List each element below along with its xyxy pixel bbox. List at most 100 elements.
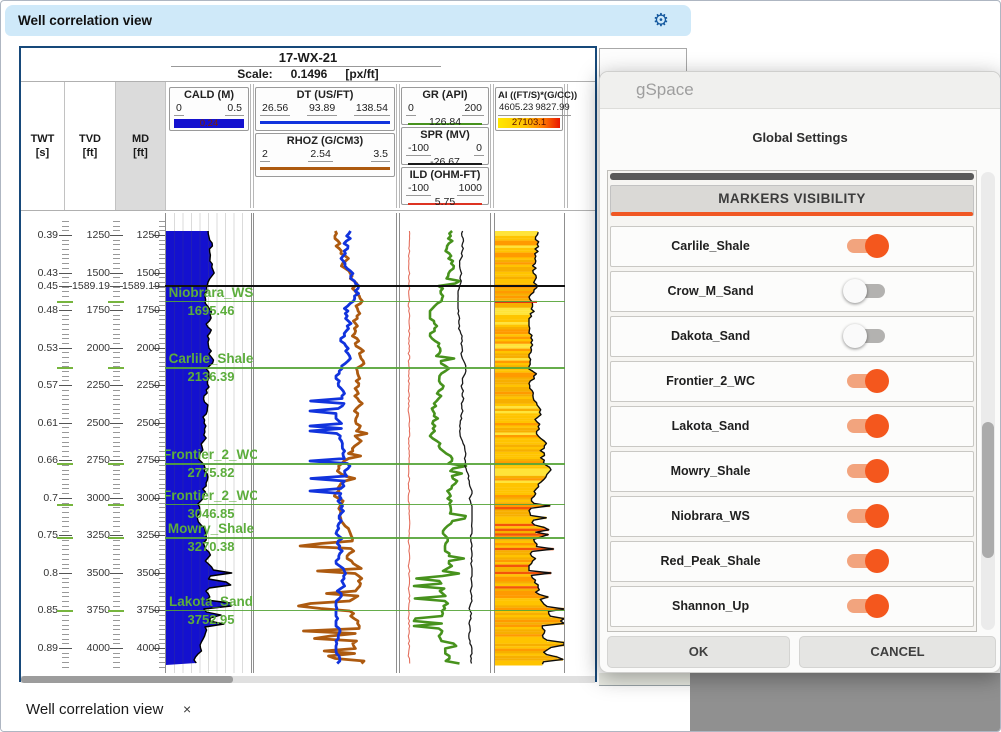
- twt-tick-label: 0.48: [37, 304, 58, 317]
- depth-tick: [61, 328, 69, 330]
- depth-tick: [159, 225, 166, 227]
- list-horizontal-scrollbar[interactable]: [610, 173, 974, 180]
- depth-tick: [153, 385, 166, 387]
- depth-tick: [112, 516, 120, 518]
- rhoz-color-line: [260, 167, 390, 170]
- toggle-Dakota_Sand[interactable]: [843, 324, 889, 348]
- tvd-label: TVD: [79, 133, 101, 145]
- toggle-Carlile_Shale[interactable]: [843, 234, 889, 258]
- depth-tick: [61, 586, 69, 588]
- depth-tick: [112, 305, 120, 307]
- settings-gear-icon[interactable]: ⚙: [652, 10, 669, 30]
- toggle-Red_Peak_Shale[interactable]: [843, 549, 889, 573]
- toggle-knob: [865, 504, 889, 528]
- depth-tick: [61, 319, 69, 321]
- marker-tick: [108, 300, 124, 303]
- depth-tick: [159, 249, 166, 251]
- depth-tick: [109, 535, 123, 537]
- horizontal-scrollbar-thumb[interactable]: [21, 676, 233, 683]
- vertical-scrollbar-thumb[interactable]: [982, 422, 994, 558]
- depth-tick: [61, 638, 69, 640]
- depth-tick: [61, 239, 69, 241]
- depth-tick: [112, 638, 120, 640]
- depth-tick: [61, 314, 69, 316]
- depth-tick: [159, 324, 166, 326]
- depth-tick: [159, 652, 166, 654]
- tvd-tick-label: 1500: [86, 266, 110, 279]
- depth-tick: [112, 577, 120, 579]
- toggle-knob: [843, 324, 867, 348]
- depth-tick: [159, 643, 166, 645]
- marker-row-label: Red_Peak_Shale: [660, 554, 761, 568]
- marker-row-Red_Peak_Shale[interactable]: Red_Peak_Shale: [610, 541, 974, 582]
- depth-tick: [112, 474, 120, 476]
- md-tick-label: 3750: [136, 604, 160, 617]
- md-tick-label: 2000: [136, 341, 160, 354]
- depth-tick: [61, 441, 69, 443]
- twt-tick-label: 0.61: [37, 416, 58, 429]
- depth-tick: [112, 633, 120, 635]
- depth-tick: [61, 643, 69, 645]
- ok-button[interactable]: OK: [607, 636, 790, 668]
- depth-tick: [61, 263, 69, 265]
- depth-tick: [58, 272, 72, 274]
- depth-tick: [61, 432, 69, 434]
- marker-row-Lakota_Sand[interactable]: Lakota_Sand: [610, 406, 974, 447]
- background-panel-bottom-edge: [599, 673, 690, 686]
- depth-tick: [61, 267, 69, 269]
- marker-row-Carlile_Shale[interactable]: Carlile_Shale: [610, 226, 974, 267]
- horizontal-scrollbar[interactable]: [21, 676, 595, 683]
- depth-tick: [61, 418, 69, 420]
- dialog-titlebar[interactable]: gSpace: [600, 72, 1000, 109]
- depth-tick: [61, 507, 69, 509]
- depth-tick: [112, 225, 120, 227]
- curve-header-spr[interactable]: SPR (MV) -100 0 -26.67: [401, 127, 489, 168]
- curve-header-ai[interactable]: AI ((FT/S)*(G/CC)) 4605.23 9827.99 27103.…: [495, 87, 578, 131]
- depth-tick: [159, 286, 166, 288]
- depth-tick: [61, 352, 69, 354]
- curve-header-rhoz[interactable]: RHOZ (G/CM3) 2 2.54 3.5: [255, 133, 395, 177]
- log-tracks-area[interactable]: 0.39 1250 1250 0.43 1500 1500 0.45 1589.19 1589.…: [21, 213, 595, 673]
- view-titlebar[interactable]: Well correlation view ⚙: [5, 5, 691, 36]
- depth-tick: [61, 394, 69, 396]
- toggle-Mowry_Shale[interactable]: [843, 459, 889, 483]
- depth-tick: [112, 652, 120, 654]
- depth-tick: [159, 352, 166, 354]
- depth-tick: [159, 342, 166, 344]
- tab-close-icon[interactable]: ×: [183, 701, 192, 717]
- depth-tick: [159, 446, 166, 448]
- tvd-tick-label: 3500: [86, 566, 110, 579]
- header-divider: [490, 84, 494, 208]
- curve-header-gr[interactable]: GR (API) 0 200 126.84: [401, 87, 489, 128]
- marker-tick: [108, 367, 124, 370]
- toggle-Crow_M_Sand[interactable]: [843, 279, 889, 303]
- track-cald: [165, 213, 252, 673]
- header-divider: [564, 84, 568, 208]
- marker-row-Crow_M_Sand[interactable]: Crow_M_Sand: [610, 271, 974, 312]
- marker-row-Shannon_Up[interactable]: Shannon_Up: [610, 586, 974, 627]
- depth-tick: [159, 516, 166, 518]
- marker-row-Dakota_Sand[interactable]: Dakota_Sand: [610, 316, 974, 357]
- marker-row-Niobrara_WS[interactable]: Niobrara_WS: [610, 496, 974, 537]
- depth-tick: [112, 530, 120, 532]
- ai-title: AI ((FT/S)*(G/CC)): [498, 90, 578, 101]
- global-settings-dialog: gSpace Global Settings MARKERS VISIBILIT…: [599, 71, 1000, 673]
- curve-header-ild[interactable]: ILD (OHM-FT) -100 1000 5.75: [401, 167, 489, 208]
- marker-row-Mowry_Shale[interactable]: Mowry_Shale: [610, 451, 974, 492]
- curve-header-cald[interactable]: CALD (M) 0 0.5 0.24: [169, 87, 249, 131]
- toggle-Lakota_Sand[interactable]: [843, 414, 889, 438]
- toggle-Shannon_Up[interactable]: [843, 594, 889, 618]
- depth-tick: [112, 286, 120, 288]
- scale-unit: [px/ft]: [345, 67, 379, 81]
- depth-tick: [58, 648, 72, 649]
- depth-tick: [61, 366, 69, 368]
- marker-row-Frontier_2_WC[interactable]: Frontier_2_WC: [610, 361, 974, 402]
- tab-well-correlation-view[interactable]: Well correlation view: [26, 701, 164, 718]
- curve-header-dt[interactable]: DT (US/FT) 26.56 93.89 138.54: [255, 87, 395, 131]
- depth-tick: [159, 450, 166, 452]
- toggle-Niobrara_WS[interactable]: [843, 504, 889, 528]
- depth-tick: [112, 357, 120, 359]
- cancel-button[interactable]: CANCEL: [799, 636, 996, 668]
- toggle-Frontier_2_WC[interactable]: [843, 369, 889, 393]
- vertical-scrollbar[interactable]: [981, 172, 995, 630]
